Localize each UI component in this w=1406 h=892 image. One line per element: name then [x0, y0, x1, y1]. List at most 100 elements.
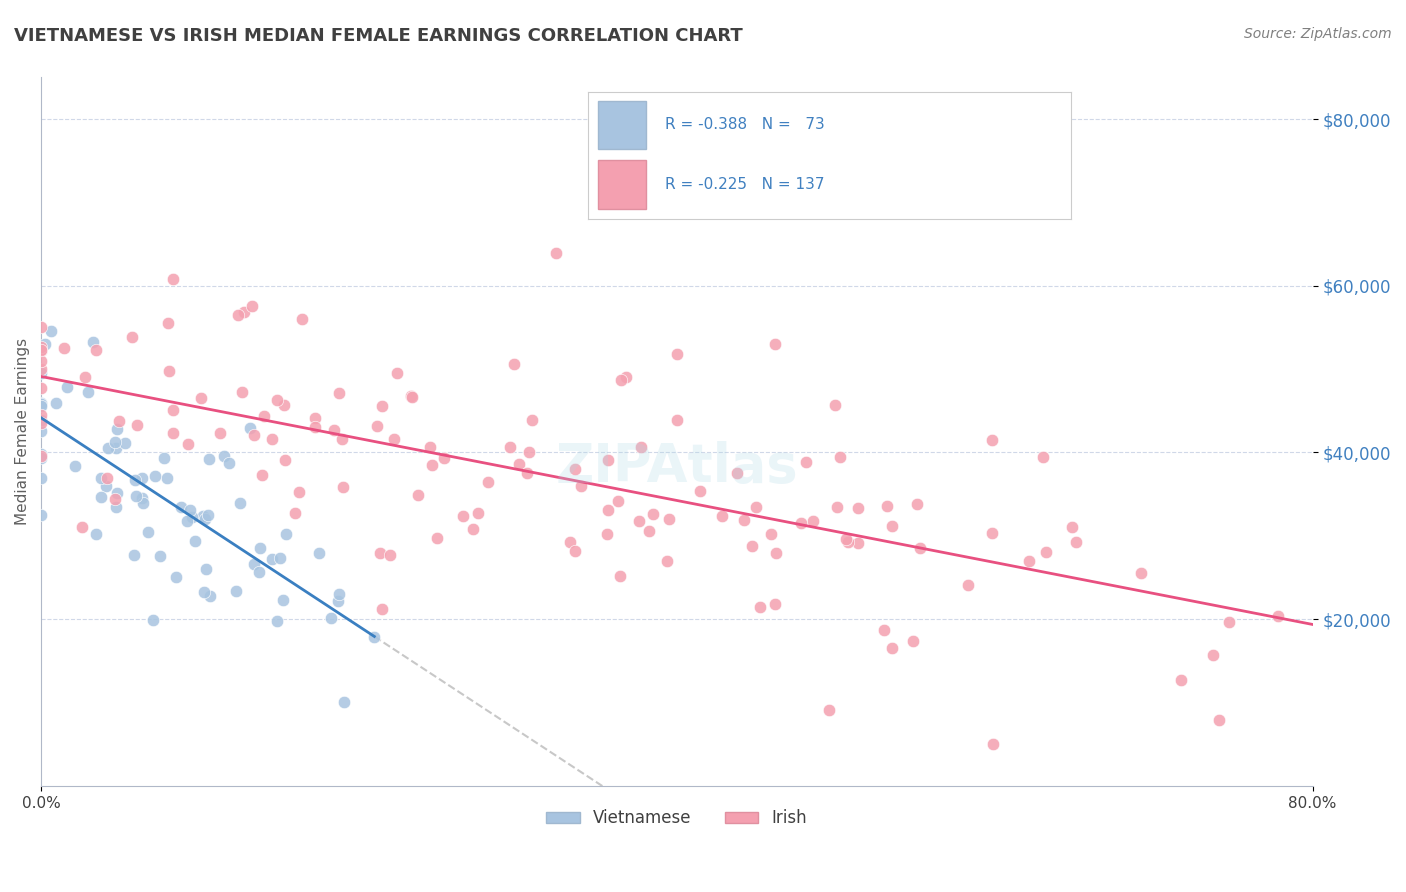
Point: [209, 425, 232, 440]
Point: [503, 357, 526, 371]
Point: [149, 549, 172, 563]
Point: [725, 467, 748, 481]
Point: [326, 594, 349, 608]
Point: [162, 272, 184, 286]
Point: [124, 473, 146, 487]
Point: [323, 424, 346, 438]
Point: [564, 544, 586, 558]
Point: [1267, 608, 1289, 623]
Point: [228, 308, 250, 322]
Point: [981, 525, 1004, 540]
Point: [30, 343, 52, 357]
Point: [266, 392, 288, 407]
Legend: Vietnamese, Irish: Vietnamese, Irish: [540, 803, 814, 834]
Point: [30, 319, 52, 334]
Point: [546, 246, 568, 260]
Point: [522, 413, 544, 427]
Point: [229, 496, 252, 510]
Point: [627, 514, 650, 528]
Point: [1062, 520, 1084, 534]
Point: [790, 516, 813, 530]
Point: [30, 508, 52, 522]
Point: [741, 539, 763, 553]
Point: [30, 367, 52, 381]
Point: [655, 554, 678, 568]
Point: [451, 508, 474, 523]
Point: [564, 462, 586, 476]
Point: [247, 565, 270, 579]
Point: [63, 458, 86, 473]
Point: [610, 373, 633, 387]
Point: [70, 520, 93, 534]
Point: [52, 341, 75, 355]
Point: [195, 561, 218, 575]
Point: [499, 440, 522, 454]
Point: [250, 467, 273, 482]
Point: [30, 343, 52, 357]
Point: [180, 510, 202, 524]
Point: [239, 420, 262, 434]
Point: [30, 447, 52, 461]
Point: [406, 488, 429, 502]
Point: [371, 602, 394, 616]
Point: [153, 450, 176, 465]
Point: [177, 437, 200, 451]
Point: [274, 452, 297, 467]
Point: [273, 398, 295, 412]
Point: [370, 399, 392, 413]
Point: [598, 453, 620, 467]
Point: [288, 484, 311, 499]
Point: [463, 523, 485, 537]
Point: [284, 506, 307, 520]
Point: [90, 471, 112, 485]
Point: [90, 490, 112, 504]
Point: [34, 337, 56, 351]
Point: [157, 316, 180, 330]
Point: [104, 434, 127, 449]
Point: [131, 491, 153, 505]
Point: [401, 390, 423, 404]
Point: [94, 479, 117, 493]
Point: [1333, 570, 1355, 584]
Point: [73, 369, 96, 384]
Point: [184, 534, 207, 549]
Point: [39, 324, 62, 338]
Point: [419, 440, 441, 454]
Point: [630, 440, 652, 454]
Point: [30, 417, 52, 431]
Point: [45, 395, 67, 409]
Point: [30, 343, 52, 358]
Point: [96, 471, 118, 485]
Point: [609, 569, 631, 583]
Point: [157, 364, 180, 378]
Point: [420, 458, 443, 472]
Point: [378, 548, 401, 562]
Point: [97, 441, 120, 455]
Point: [880, 519, 903, 533]
Point: [333, 696, 356, 710]
Point: [225, 584, 247, 599]
Point: [253, 409, 276, 423]
Point: [332, 480, 354, 494]
Point: [638, 524, 661, 538]
Point: [86, 527, 108, 541]
Text: ZIPAtlas: ZIPAtlas: [555, 441, 799, 493]
Point: [614, 369, 637, 384]
Point: [30, 451, 52, 466]
Point: [240, 299, 263, 313]
Point: [249, 541, 271, 555]
Point: [910, 541, 932, 556]
Point: [824, 398, 846, 412]
Point: [872, 623, 894, 637]
Point: [569, 478, 592, 492]
Point: [197, 452, 219, 467]
Point: [846, 535, 869, 549]
Point: [145, 469, 167, 483]
Point: [260, 552, 283, 566]
Point: [132, 496, 155, 510]
Point: [30, 424, 52, 438]
Point: [759, 527, 782, 541]
Point: [136, 525, 159, 540]
Point: [105, 422, 128, 436]
Point: [86, 343, 108, 357]
